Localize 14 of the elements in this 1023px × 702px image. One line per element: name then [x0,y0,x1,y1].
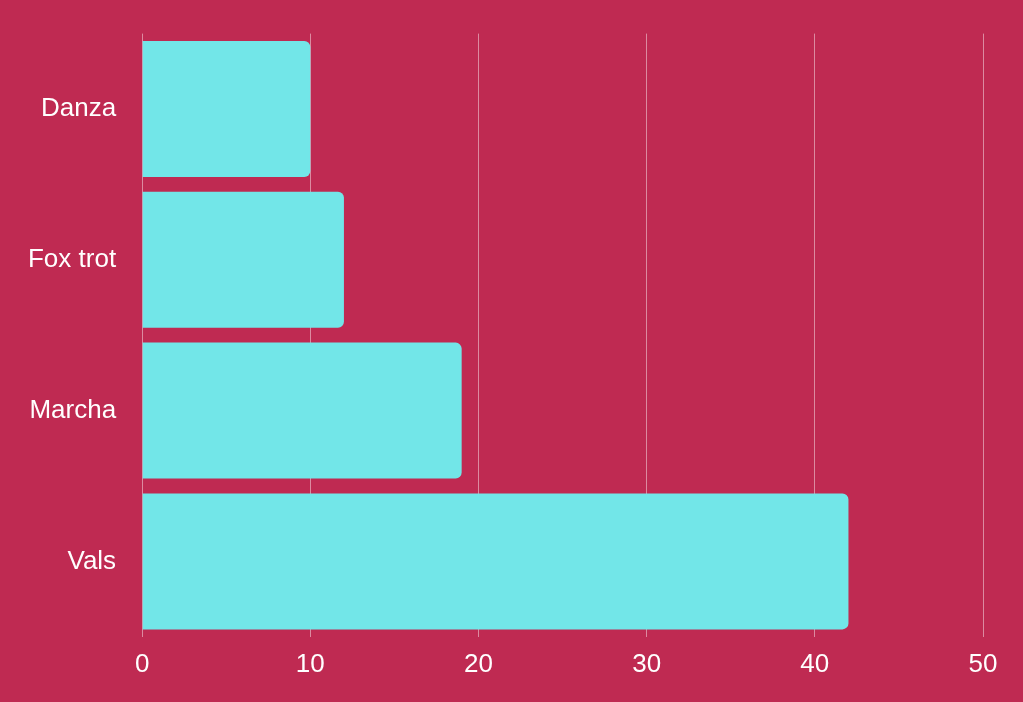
bar [142,191,344,328]
x-tick-label: 20 [464,647,493,678]
y-tick-label: Vals [67,544,117,575]
x-tick-label: 50 [968,647,998,678]
bar [142,41,311,177]
x-tick-label: 10 [295,647,325,678]
x-tick-label: 40 [800,647,830,678]
y-tick-label: Fox trot [27,242,117,273]
y-tick-label: Marcha [29,393,117,424]
x-tick-label: 30 [632,647,662,678]
x-tick-label: 0 [134,647,150,678]
bar [142,342,462,479]
y-tick-label: Danza [40,92,117,123]
bar [142,493,849,630]
